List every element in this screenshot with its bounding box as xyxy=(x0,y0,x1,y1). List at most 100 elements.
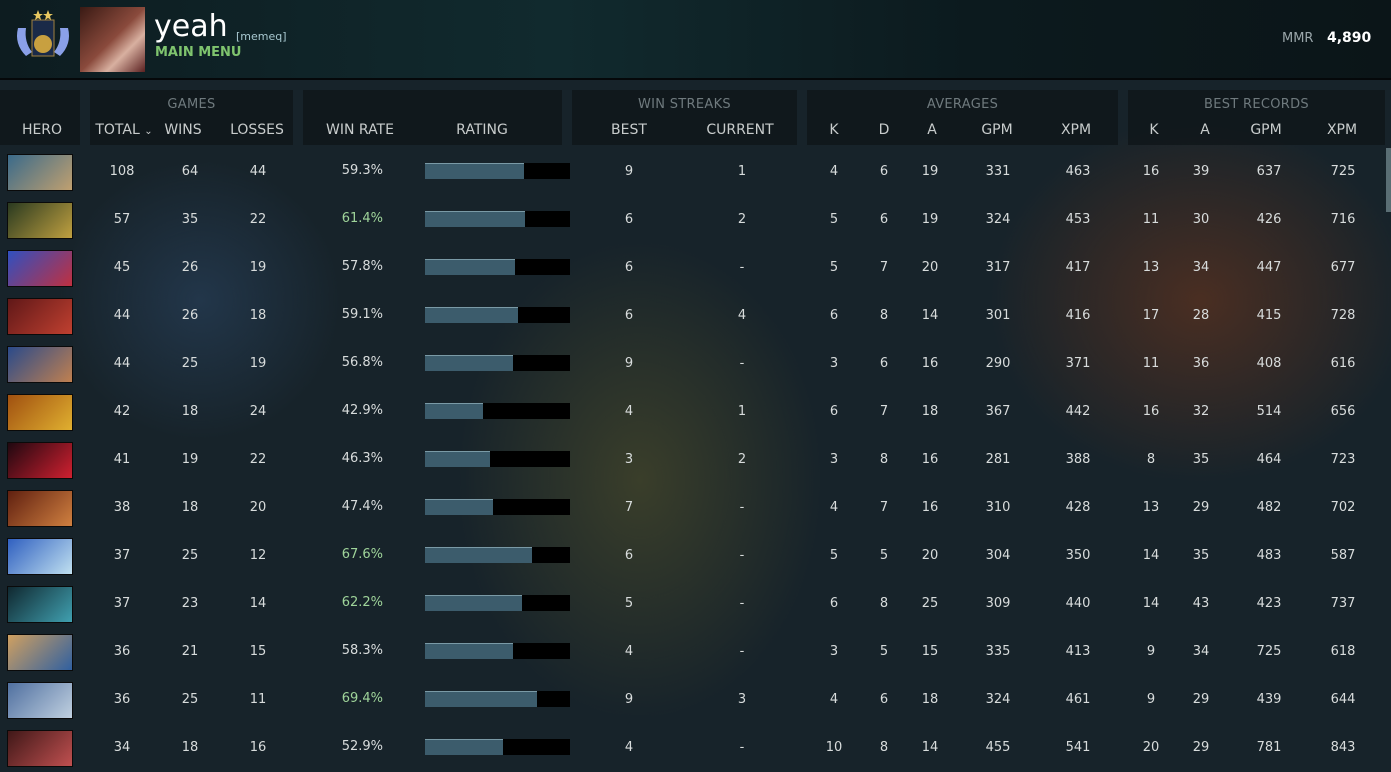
col-current-streak[interactable]: CURRENT xyxy=(706,122,774,138)
table-row[interactable]: 108 64 44 9 1 4 6 19 331 463 16 39 637 725 59.3% xyxy=(0,148,1391,196)
col-losses[interactable]: LOSSES xyxy=(230,122,284,138)
col-best-xpm[interactable]: XPM xyxy=(1326,122,1358,138)
table-row[interactable]: 44 26 18 6 4 6 8 14 301 416 17 28 415 728 59.1% xyxy=(0,292,1391,340)
col-avg-a[interactable]: A xyxy=(927,122,937,138)
table-row[interactable]: 36 21 15 4 - 3 5 15 335 413 9 34 725 618 58.3% xyxy=(0,628,1391,676)
cell-xpm: 413 xyxy=(1065,644,1091,659)
cell-a: 15 xyxy=(921,644,939,659)
rating-bar-fill xyxy=(425,739,504,755)
cell-bxpm: 716 xyxy=(1330,212,1356,227)
scrollbar[interactable] xyxy=(1386,148,1391,212)
hero-portrait[interactable] xyxy=(7,730,73,767)
cell-current: - xyxy=(739,548,745,563)
cell-ba: 29 xyxy=(1192,740,1210,755)
cell-win-rate: 46.3% xyxy=(341,451,383,466)
col-wins[interactable]: WINS xyxy=(164,122,202,138)
table-row[interactable]: 36 25 11 9 3 4 6 18 324 461 9 29 439 644 69.4% xyxy=(0,676,1391,724)
col-avg-gpm[interactable]: GPM xyxy=(981,122,1013,138)
cell-d: 5 xyxy=(879,644,889,659)
table-row[interactable]: 44 25 19 9-3 6 16 290 371 11 36 408 616 56.8% xyxy=(0,340,1391,388)
col-avg-d[interactable]: D xyxy=(878,122,890,138)
cell-losses: 20 xyxy=(249,500,267,515)
cell-ba: 35 xyxy=(1192,452,1210,467)
cell-current: 1 xyxy=(737,164,747,179)
cell-best: 6 xyxy=(624,212,634,227)
table-row[interactable]: 37 25 12 6 - 5 5 20 304 350 14 35 483 587 67.6% xyxy=(0,532,1391,580)
cell-ba: 43 xyxy=(1192,596,1210,611)
cell-k: 6 xyxy=(829,404,839,419)
cell-losses: 24 xyxy=(249,404,267,419)
cell-a: 25 xyxy=(921,596,939,611)
rating-bar xyxy=(425,355,570,371)
cell-bk: 16 xyxy=(1142,164,1160,179)
cell-ba: 34 xyxy=(1192,644,1210,659)
hero-portrait[interactable] xyxy=(7,682,73,719)
table-row[interactable]: 42 18 24 4 1 6 7 18 367 442 16 32 514 656 42.9% xyxy=(0,388,1391,436)
cell-win-rate: 57.8% xyxy=(341,259,383,274)
cell-xpm: 442 xyxy=(1065,404,1091,419)
col-best-gpm[interactable]: GPM xyxy=(1250,122,1282,138)
cell-k: 5 xyxy=(829,212,839,227)
cell-win-rate: 59.3% xyxy=(341,163,383,178)
hero-portrait[interactable] xyxy=(7,202,73,239)
cell-wins: 25 xyxy=(181,356,199,371)
hero-portrait[interactable] xyxy=(7,250,73,287)
rating-bar-fill xyxy=(425,691,537,707)
cell-ba: 29 xyxy=(1192,500,1210,515)
cell-d: 6 xyxy=(879,164,889,179)
col-total[interactable]: TOTAL ⌄ xyxy=(74,122,174,138)
col-best-a[interactable]: A xyxy=(1200,122,1210,138)
col-hero[interactable]: HERO xyxy=(21,122,63,138)
hero-portrait[interactable] xyxy=(7,394,73,431)
cell-a: 19 xyxy=(921,164,939,179)
table-row[interactable]: 45 26 19 6 - 5 7 20 317 417 13 34 447 677 57.8% xyxy=(0,244,1391,292)
cell-losses: 44 xyxy=(249,164,267,179)
avatar[interactable] xyxy=(80,7,145,72)
cell-bk: 13 xyxy=(1142,500,1160,515)
cell-win-rate: 58.3% xyxy=(341,643,383,658)
hero-portrait[interactable] xyxy=(7,298,73,335)
rating-bar-fill xyxy=(425,307,518,323)
cell-bxpm: 723 xyxy=(1330,452,1356,467)
col-avg-xpm[interactable]: XPM xyxy=(1060,122,1092,138)
cell-bk: 13 xyxy=(1142,260,1160,275)
games-header-group xyxy=(90,90,293,145)
cell-k: 5 xyxy=(829,548,839,563)
hero-portrait[interactable] xyxy=(7,346,73,383)
rating-bar xyxy=(425,211,570,227)
hero-portrait[interactable] xyxy=(7,442,73,479)
hero-portrait[interactable] xyxy=(7,586,73,623)
cell-bgpm: 514 xyxy=(1256,404,1282,419)
rating-bar-fill xyxy=(425,451,491,467)
cell-total: 34 xyxy=(113,740,131,755)
main-menu-link[interactable]: MAIN MENU xyxy=(155,45,242,60)
cell-bgpm: 725 xyxy=(1256,644,1282,659)
table-row[interactable]: 34 18 16 4 - 10 8 14 455 541 20 29 781 843 52.9% xyxy=(0,724,1391,772)
cell-d: 8 xyxy=(879,596,889,611)
cell-xpm: 350 xyxy=(1065,548,1091,563)
table-row[interactable]: 41 19 22 3 2 3 8 16 281 388 8 35 464 723 46.3% xyxy=(0,436,1391,484)
col-win-rate[interactable]: WIN RATE xyxy=(326,122,394,138)
hero-portrait[interactable] xyxy=(7,490,73,527)
cell-losses: 14 xyxy=(249,596,267,611)
top-bar: yeah [memeq] MAIN MENU MMR 4,890 xyxy=(0,0,1391,80)
cell-d: 7 xyxy=(879,404,889,419)
cell-bk: 11 xyxy=(1142,212,1160,227)
cell-win-rate: 67.6% xyxy=(341,547,383,562)
cell-current: 2 xyxy=(737,212,747,227)
cell-gpm: 290 xyxy=(985,356,1011,371)
cell-xpm: 371 xyxy=(1065,356,1091,371)
col-rating[interactable]: RATING xyxy=(456,122,508,138)
col-best-k[interactable]: K xyxy=(1149,122,1159,138)
table-row[interactable]: 57 35 22 6 2 5 6 19 324 453 11 30 426 716 61.4% xyxy=(0,196,1391,244)
rating-bar xyxy=(425,739,570,755)
hero-portrait[interactable] xyxy=(7,634,73,671)
col-avg-k[interactable]: K xyxy=(829,122,839,138)
guild-tag: [memeq] xyxy=(236,30,287,43)
table-row[interactable]: 37 23 14 5 - 6 8 25 309 440 14 43 423 737 62.2% xyxy=(0,580,1391,628)
table-row[interactable]: 38 18 20 7 - 4 7 16 310 428 13 29 482 702 47.4% xyxy=(0,484,1391,532)
hero-portrait[interactable] xyxy=(7,154,73,191)
col-best-streak[interactable]: BEST xyxy=(611,122,647,138)
hero-portrait[interactable] xyxy=(7,538,73,575)
cell-bxpm: 616 xyxy=(1330,356,1356,371)
